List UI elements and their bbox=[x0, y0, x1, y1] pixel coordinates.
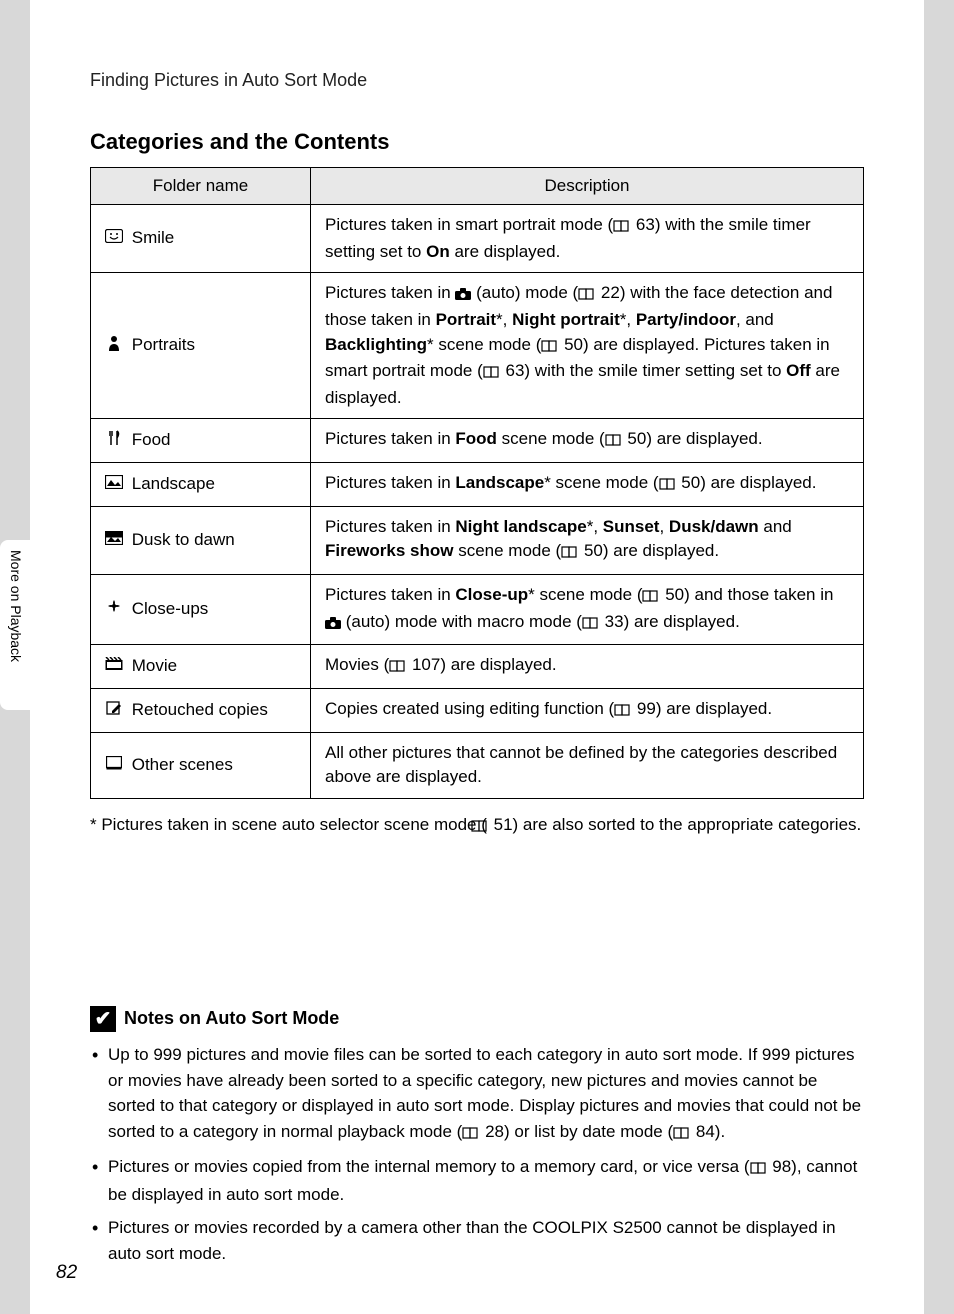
book-ref-icon bbox=[462, 1121, 480, 1147]
portrait-icon bbox=[105, 334, 123, 359]
food-icon bbox=[105, 429, 123, 454]
table-row: Dusk to dawn Pictures taken in Night lan… bbox=[91, 506, 864, 574]
side-tab-label: More on Playback bbox=[8, 550, 24, 662]
desc-retouch: Copies created using editing function ( … bbox=[311, 688, 864, 732]
folder-label: Dusk to dawn bbox=[132, 530, 235, 549]
book-ref-icon bbox=[605, 429, 623, 454]
th-desc: Description bbox=[311, 168, 864, 205]
book-ref-icon bbox=[483, 361, 501, 386]
table-row: Close-ups Pictures taken in Close-up* sc… bbox=[91, 575, 864, 645]
landscape-icon bbox=[105, 472, 123, 497]
book-ref-icon bbox=[659, 473, 677, 498]
camera-icon bbox=[325, 612, 341, 637]
smile-icon bbox=[105, 226, 123, 251]
closeup-icon bbox=[105, 597, 123, 622]
section-title: Categories and the Contents bbox=[90, 129, 864, 155]
retouch-icon bbox=[105, 698, 123, 723]
table-row: Portraits Pictures taken in (auto) mode … bbox=[91, 273, 864, 419]
desc-closeup: Pictures taken in Close-up* scene mode (… bbox=[311, 575, 864, 645]
folder-label: Close-ups bbox=[132, 599, 209, 618]
book-ref-icon bbox=[750, 1156, 768, 1182]
th-folder: Folder name bbox=[91, 168, 311, 205]
table-row: Food Pictures taken in Food scene mode (… bbox=[91, 419, 864, 463]
book-ref-icon bbox=[578, 283, 596, 308]
breadcrumb: Finding Pictures in Auto Sort Mode bbox=[90, 70, 864, 91]
folder-label: Landscape bbox=[132, 474, 215, 493]
table-row: Smile Pictures taken in smart portrait m… bbox=[91, 205, 864, 273]
manual-page: Finding Pictures in Auto Sort Mode Categ… bbox=[30, 0, 924, 1314]
folder-label: Smile bbox=[132, 228, 175, 247]
book-ref-icon bbox=[614, 699, 632, 724]
table-row: Landscape Pictures taken in Landscape* s… bbox=[91, 463, 864, 507]
desc-dusk: Pictures taken in Night landscape*, Suns… bbox=[311, 506, 864, 574]
book-ref-icon bbox=[541, 335, 559, 360]
check-icon: ✔ bbox=[90, 1006, 116, 1032]
folder-label: Portraits bbox=[132, 335, 195, 354]
folder-portraits: Portraits bbox=[91, 273, 311, 419]
movie-icon bbox=[105, 654, 123, 679]
desc-other: All other pictures that cannot be define… bbox=[311, 732, 864, 798]
dusk-icon bbox=[105, 528, 123, 553]
book-ref-icon bbox=[673, 1121, 691, 1147]
other-icon bbox=[105, 753, 123, 778]
folder-label: Food bbox=[132, 430, 171, 449]
notes-title: ✔Notes on Auto Sort Mode bbox=[90, 1006, 864, 1032]
folder-movie: Movie bbox=[91, 645, 311, 689]
folder-label: Retouched copies bbox=[132, 700, 268, 719]
folder-landscape: Landscape bbox=[91, 463, 311, 507]
note-item: Pictures or movies recorded by a camera … bbox=[108, 1215, 864, 1266]
folder-retouch: Retouched copies bbox=[91, 688, 311, 732]
book-ref-icon bbox=[613, 215, 631, 240]
desc-food: Pictures taken in Food scene mode ( 50) … bbox=[311, 419, 864, 463]
desc-smile: Pictures taken in smart portrait mode ( … bbox=[311, 205, 864, 273]
book-ref-icon bbox=[642, 585, 660, 610]
book-ref-icon bbox=[389, 655, 407, 680]
desc-movie: Movies ( 107) are displayed. bbox=[311, 645, 864, 689]
page-number: 82 bbox=[56, 1262, 77, 1284]
table-row: Movie Movies ( 107) are displayed. bbox=[91, 645, 864, 689]
folder-smile: Smile bbox=[91, 205, 311, 273]
book-ref-icon bbox=[582, 612, 600, 637]
table-row: Retouched copies Copies created using ed… bbox=[91, 688, 864, 732]
folder-dusk: Dusk to dawn bbox=[91, 506, 311, 574]
camera-icon bbox=[455, 283, 471, 308]
folder-food: Food bbox=[91, 419, 311, 463]
table-row: Other scenes All other pictures that can… bbox=[91, 732, 864, 798]
folder-closeup: Close-ups bbox=[91, 575, 311, 645]
folder-label: Other scenes bbox=[132, 755, 233, 774]
book-ref-icon bbox=[487, 815, 489, 840]
note-item: Pictures or movies copied from the inter… bbox=[108, 1154, 864, 1207]
notes-section: ✔Notes on Auto Sort Mode Up to 999 pictu… bbox=[90, 1006, 864, 1274]
book-ref-icon bbox=[561, 541, 579, 566]
folder-other: Other scenes bbox=[91, 732, 311, 798]
note-item: Up to 999 pictures and movie files can b… bbox=[108, 1042, 864, 1146]
desc-portraits: Pictures taken in (auto) mode ( 22) with… bbox=[311, 273, 864, 419]
folder-label: Movie bbox=[132, 656, 177, 675]
categories-table: Folder name Description Smile Pictures t… bbox=[90, 167, 864, 799]
footnote: * Pictures taken in scene auto selector … bbox=[90, 813, 864, 840]
desc-landscape: Pictures taken in Landscape* scene mode … bbox=[311, 463, 864, 507]
